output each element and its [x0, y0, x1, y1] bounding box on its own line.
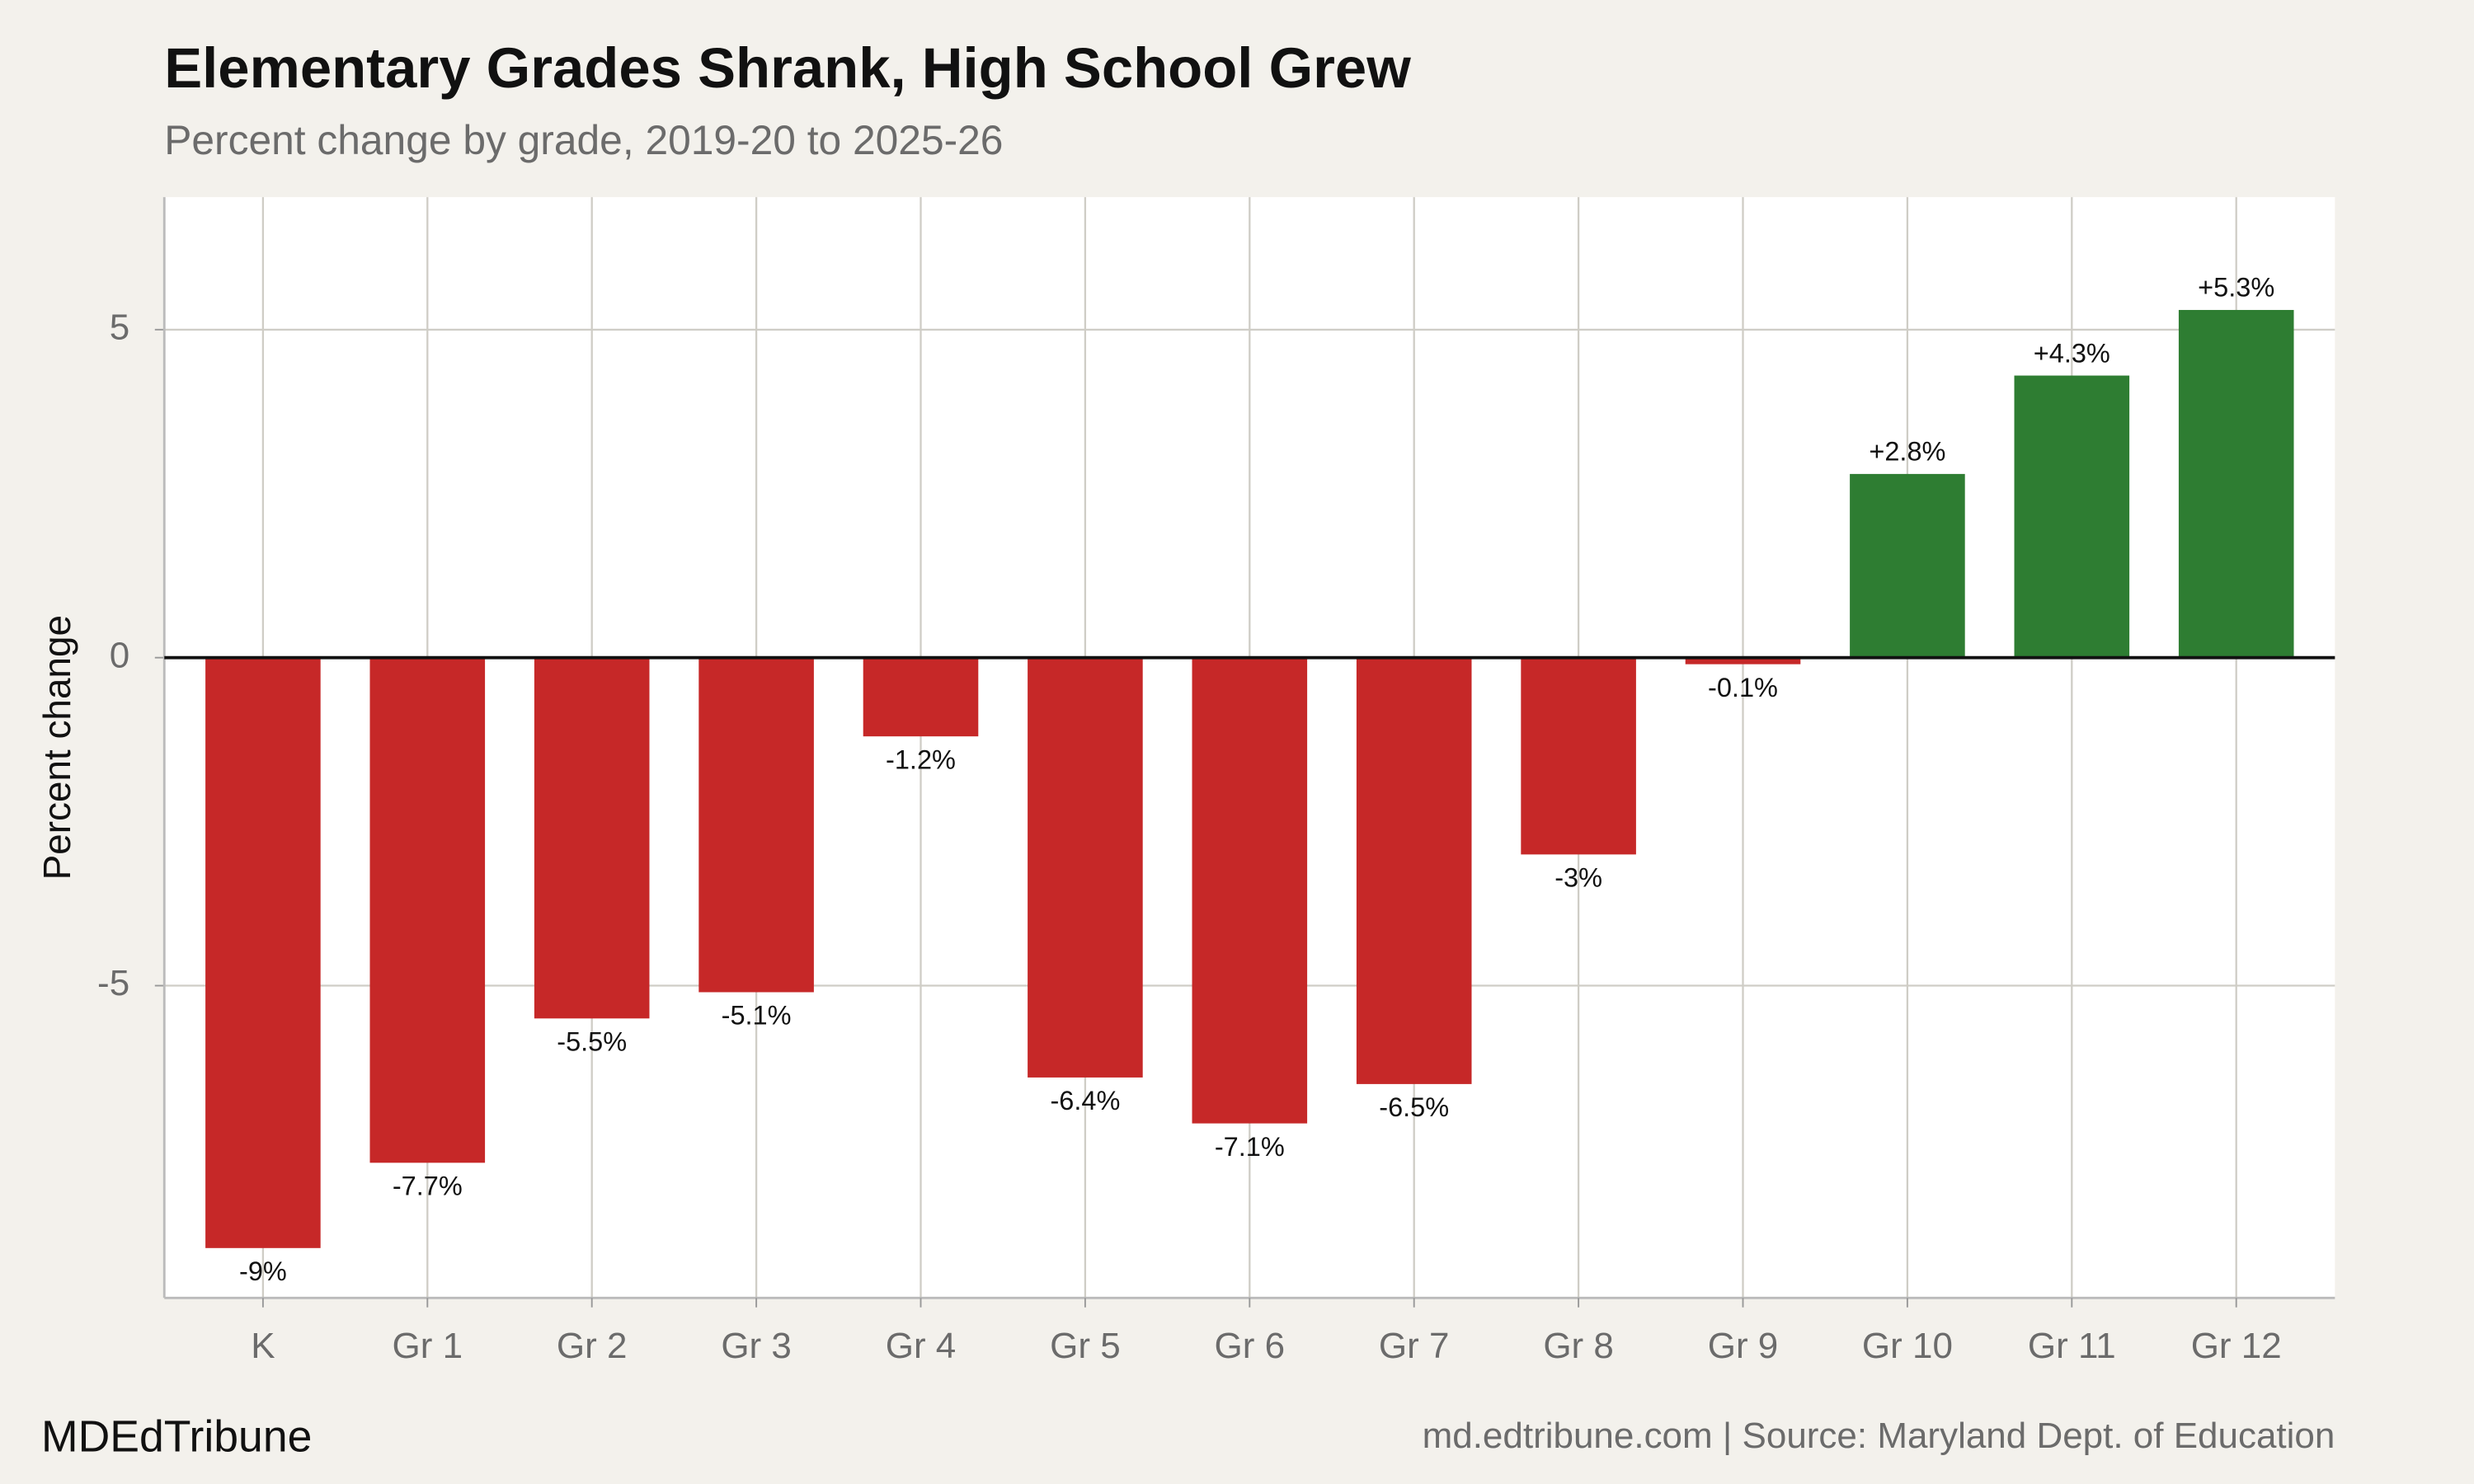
x-tick-label: Gr 9 — [1708, 1326, 1779, 1366]
x-tick-label: Gr 7 — [1379, 1326, 1450, 1366]
bar — [1028, 657, 1143, 1078]
value-label: -0.1% — [1708, 673, 1778, 702]
y-tick-label: -5 — [97, 963, 129, 1003]
y-axis-label: Percent change — [35, 615, 78, 880]
value-label: -1.2% — [886, 744, 956, 774]
value-label: -7.7% — [393, 1172, 463, 1201]
x-tick-label: Gr 4 — [886, 1326, 957, 1366]
value-label: -7.1% — [1215, 1132, 1285, 1162]
value-label: -5.1% — [722, 1001, 792, 1031]
bar — [1192, 657, 1308, 1124]
value-label: -6.5% — [1379, 1092, 1449, 1122]
chart-title: Elementary Grades Shrank, High School Gr… — [164, 36, 1411, 100]
footer-source: md.edtribune.com | Source: Maryland Dept… — [1423, 1416, 2335, 1456]
bar — [698, 657, 814, 993]
value-label: +5.3% — [2198, 273, 2274, 303]
bar — [1521, 657, 1636, 855]
bar — [369, 657, 486, 1163]
x-tick-label: Gr 2 — [557, 1326, 628, 1366]
y-tick-label: 5 — [110, 307, 129, 347]
x-tick-label: Gr 5 — [1050, 1326, 1121, 1366]
chart-subtitle: Percent change by grade, 2019-20 to 2025… — [164, 117, 1003, 163]
bar — [1685, 657, 1801, 665]
bar — [2014, 375, 2130, 658]
x-tick-label: Gr 3 — [721, 1326, 792, 1366]
value-label: -6.4% — [1050, 1086, 1120, 1115]
x-tick-label: Gr 12 — [2191, 1326, 2282, 1366]
x-tick-label: Gr 1 — [393, 1326, 463, 1366]
y-tick-label: 0 — [110, 635, 129, 675]
value-label: -3% — [1554, 863, 1602, 893]
value-label: -9% — [239, 1256, 287, 1286]
bar — [1356, 657, 1472, 1084]
x-tick-label: K — [251, 1326, 275, 1366]
bar — [205, 657, 321, 1248]
bar — [1850, 473, 1965, 658]
bar — [863, 657, 979, 737]
x-tick-label: Gr 8 — [1543, 1326, 1614, 1366]
value-label: +4.3% — [2034, 338, 2110, 368]
value-label: +2.8% — [1869, 437, 1945, 467]
footer-brand: MDEdTribune — [41, 1413, 312, 1462]
bar — [534, 657, 650, 1019]
x-tick-label: Gr 11 — [2028, 1326, 2116, 1366]
x-tick-label: Gr 6 — [1215, 1326, 1286, 1366]
value-label: -5.5% — [557, 1027, 627, 1057]
bar — [2178, 309, 2294, 658]
x-tick-label: Gr 10 — [1862, 1326, 1953, 1366]
